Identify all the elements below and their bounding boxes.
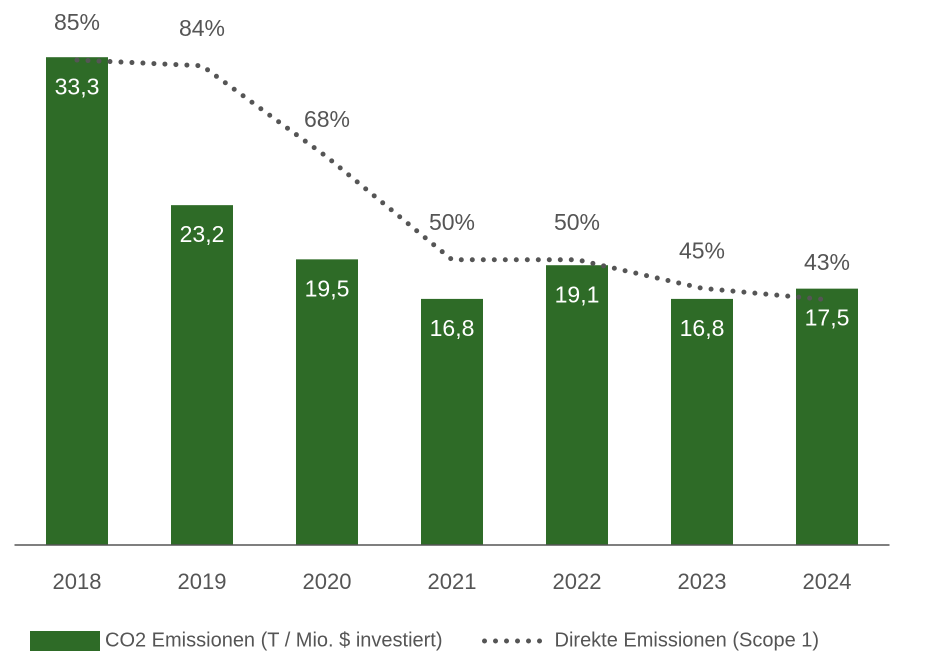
bar-value-label: 16,8 bbox=[430, 315, 475, 341]
line-value-label: 84% bbox=[179, 15, 225, 41]
line-value-label: 50% bbox=[554, 209, 600, 235]
x-tick-label: 2021 bbox=[428, 569, 477, 594]
line-value-label: 68% bbox=[304, 106, 350, 132]
line-value-label: 85% bbox=[54, 9, 100, 35]
bar-value-label: 17,5 bbox=[805, 305, 850, 331]
bar-value-label: 19,1 bbox=[555, 281, 600, 307]
line-value-label: 50% bbox=[429, 209, 475, 235]
bar bbox=[46, 57, 108, 545]
legend-swatch bbox=[30, 631, 100, 651]
bar bbox=[671, 298, 733, 545]
line-value-label: 43% bbox=[804, 249, 850, 275]
x-tick-label: 2019 bbox=[178, 569, 227, 594]
bar bbox=[796, 288, 858, 545]
x-tick-label: 2024 bbox=[803, 569, 852, 594]
bar-value-label: 16,8 bbox=[680, 315, 725, 341]
line bbox=[74, 57, 830, 303]
line-value-label: 45% bbox=[679, 237, 725, 263]
bar bbox=[421, 298, 483, 545]
bar bbox=[171, 205, 233, 545]
legend-label: CO2 Emissionen (T / Mio. $ investiert) bbox=[105, 629, 443, 651]
x-tick-label: 2023 bbox=[678, 569, 727, 594]
bar-value-label: 33,3 bbox=[55, 73, 100, 99]
bar-value-label: 19,5 bbox=[305, 275, 350, 301]
x-tick-label: 2022 bbox=[553, 569, 602, 594]
x-tick-label: 2020 bbox=[303, 569, 352, 594]
x-tick-label: 2018 bbox=[53, 569, 102, 594]
bar-value-label: 23,2 bbox=[180, 221, 225, 247]
bar bbox=[546, 265, 608, 545]
legend-label: Direkte Emissionen (Scope 1) bbox=[555, 629, 820, 651]
bar bbox=[296, 259, 358, 545]
